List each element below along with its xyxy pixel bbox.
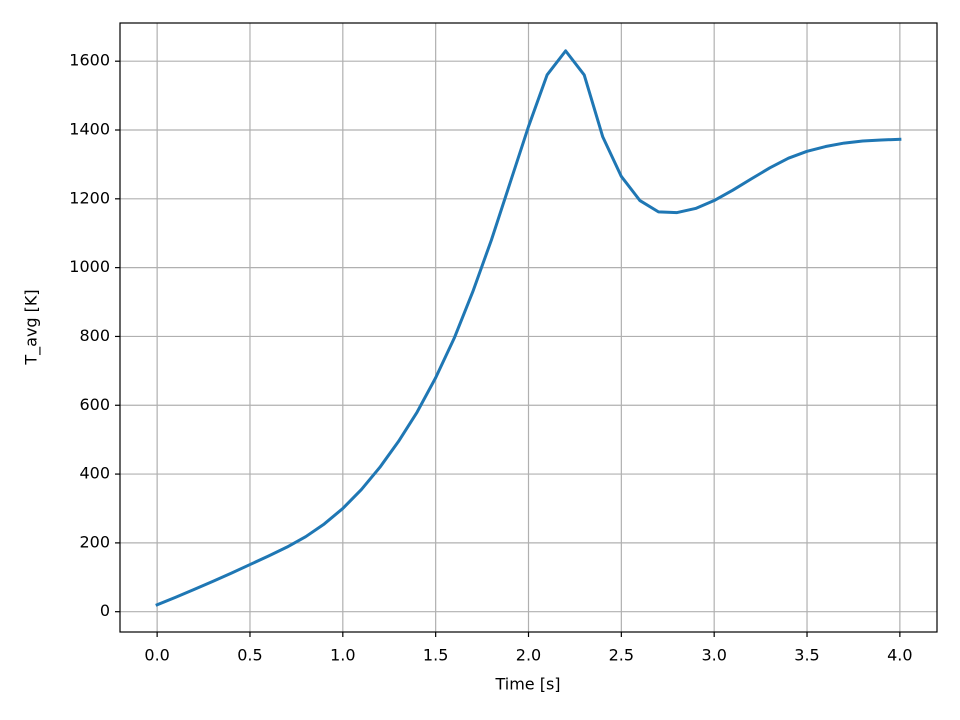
x-tick-label: 1.5 [423, 646, 448, 665]
y-tick-label: 200 [79, 532, 110, 551]
y-tick-label: 1400 [69, 120, 110, 139]
x-tick-label: 0.5 [237, 646, 262, 665]
y-tick-label: 800 [79, 326, 110, 345]
x-tick-label: 2.5 [609, 646, 634, 665]
x-tick-label: 3.0 [701, 646, 726, 665]
x-axis-label: Time [s] [494, 675, 560, 694]
x-tick-label: 2.0 [516, 646, 541, 665]
y-tick-label: 1200 [69, 188, 110, 207]
y-tick-label: 600 [79, 395, 110, 414]
x-tick-label: 1.0 [330, 646, 355, 665]
y-tick-label: 1600 [69, 51, 110, 70]
y-tick-label: 400 [79, 464, 110, 483]
x-tick-label: 0.0 [144, 646, 169, 665]
x-tick-label: 3.5 [794, 646, 819, 665]
y-tick-label: 1000 [69, 257, 110, 276]
data-line [155, 49, 902, 607]
x-tick-label: 4.0 [887, 646, 912, 665]
grid-layer [120, 23, 937, 632]
plot-layer [155, 49, 902, 607]
y-axis-label: T_avg [K] [22, 289, 42, 365]
y-tick-label: 0 [100, 601, 110, 620]
